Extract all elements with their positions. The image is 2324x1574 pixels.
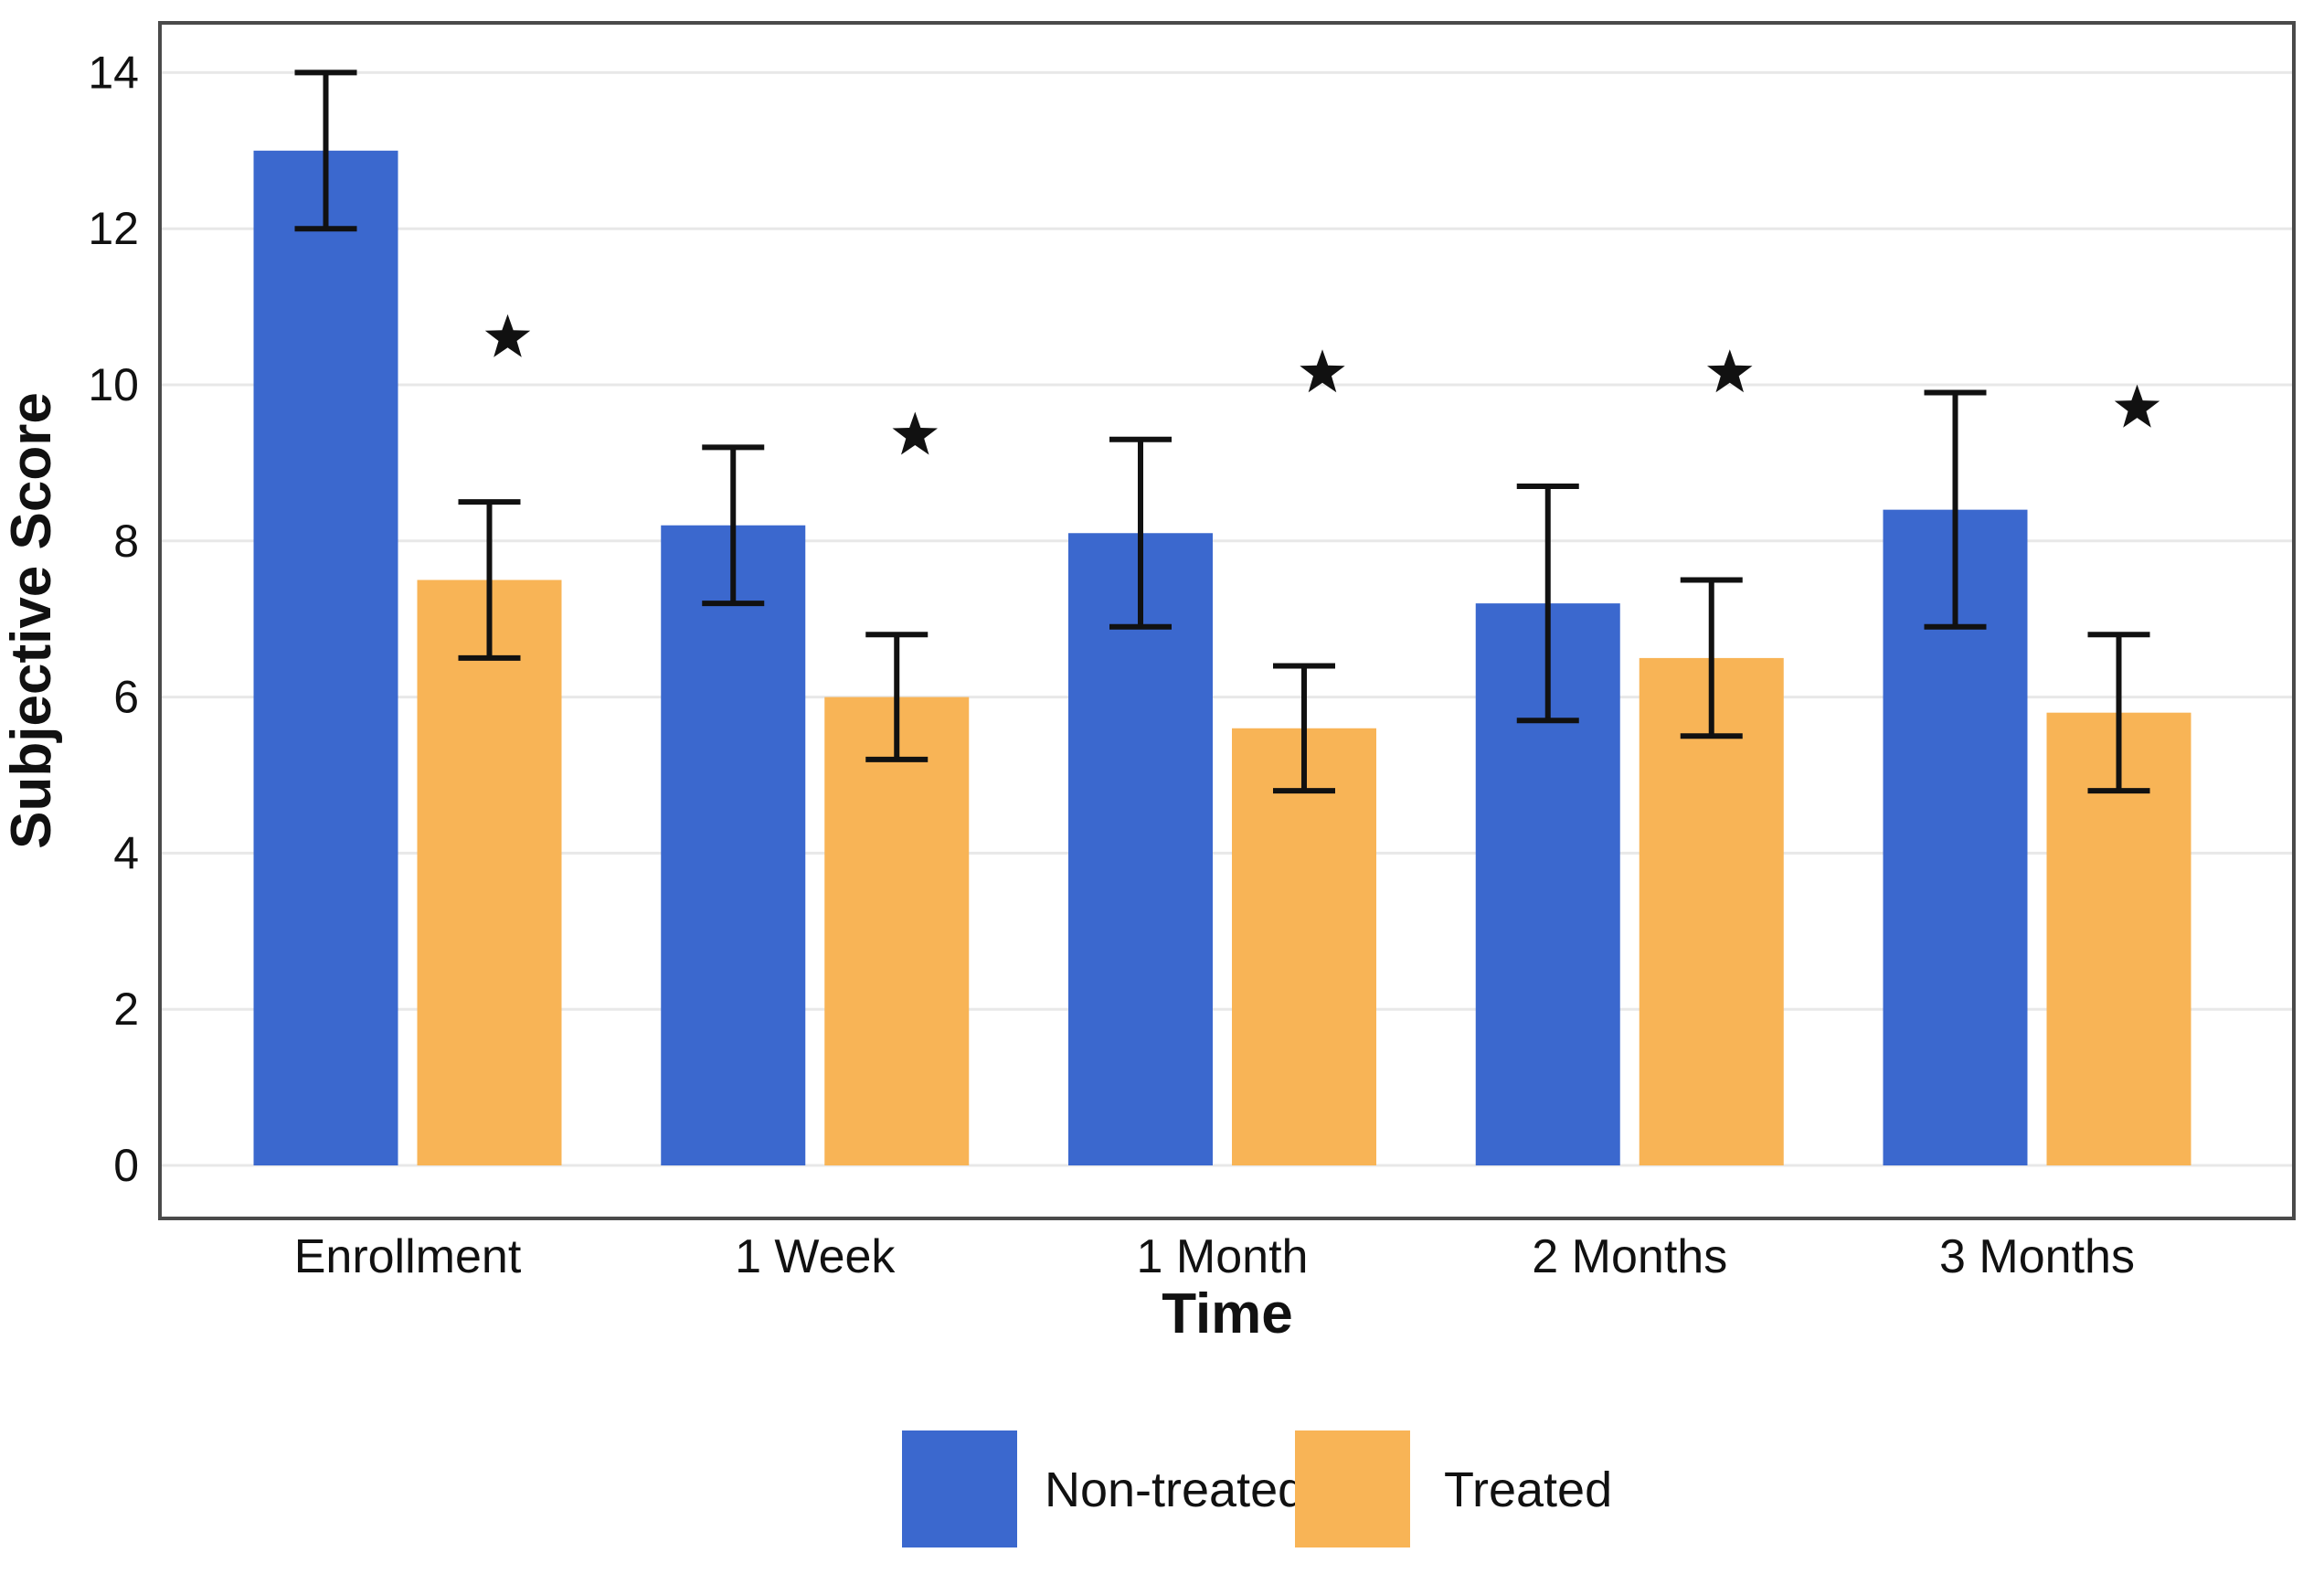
y-tick-label: 14 xyxy=(88,47,139,98)
significance-star xyxy=(2114,384,2160,428)
y-tick-label: 10 xyxy=(88,359,139,410)
y-tick-label: 4 xyxy=(113,827,139,878)
y-tick-label: 6 xyxy=(113,672,139,723)
error-bar xyxy=(1680,577,1743,739)
bar-treated-1-week xyxy=(824,697,970,1165)
y-tick-label: 12 xyxy=(88,203,139,254)
y-tick-label: 2 xyxy=(113,984,139,1035)
legend-swatch-treated xyxy=(1295,1430,1410,1547)
error-bar xyxy=(1516,484,1579,724)
y-tick-labels: 0 2 4 6 8 10 12 14 xyxy=(88,47,139,1191)
bar-non-treated-enrollment xyxy=(253,150,398,1165)
legend-label-non-treated: Non-treated xyxy=(1045,1462,1305,1517)
x-tick-label: 2 Months xyxy=(1532,1230,1727,1283)
bar-treated-enrollment xyxy=(417,580,562,1165)
x-tick-labels: Enrollment 1 Week 1 Month 2 Months 3 Months xyxy=(294,1230,2135,1283)
legend-label-treated: Treated xyxy=(1444,1462,1612,1517)
bar-treated-1-month xyxy=(1232,728,1376,1165)
x-tick-label: 1 Month xyxy=(1137,1230,1309,1283)
y-axis-title: Subjective Score xyxy=(0,392,63,849)
legend: Non-treated Treated xyxy=(902,1430,1612,1547)
significance-star xyxy=(892,411,938,455)
x-tick-label: 3 Months xyxy=(1939,1230,2135,1283)
error-bar xyxy=(458,499,521,661)
bar-non-treated-1-month xyxy=(1068,533,1213,1165)
error-bar xyxy=(1109,436,1172,630)
plot-border xyxy=(158,21,2296,1220)
error-bar xyxy=(2087,632,2150,794)
y-tick-label: 0 xyxy=(113,1140,139,1191)
error-bar xyxy=(294,69,357,232)
error-bar xyxy=(702,444,765,607)
error-bar xyxy=(865,632,929,762)
bars xyxy=(253,150,2191,1165)
bar-treated-2-months xyxy=(1639,657,1784,1165)
significance-star xyxy=(484,314,531,357)
x-tick-label: Enrollment xyxy=(294,1230,522,1283)
significance-star xyxy=(1300,349,1345,393)
error-bars xyxy=(294,69,2150,794)
significance-star xyxy=(1707,349,1753,393)
significance-markers xyxy=(484,314,2160,455)
error-bar xyxy=(1924,389,1987,630)
x-tick-label: 1 Week xyxy=(735,1230,896,1283)
legend-swatch-non-treated xyxy=(902,1430,1017,1547)
error-bar xyxy=(1273,663,1335,794)
y-tick-label: 8 xyxy=(113,516,139,567)
x-axis-title: Time xyxy=(1162,1282,1293,1345)
bar-non-treated-1-week xyxy=(661,525,806,1165)
